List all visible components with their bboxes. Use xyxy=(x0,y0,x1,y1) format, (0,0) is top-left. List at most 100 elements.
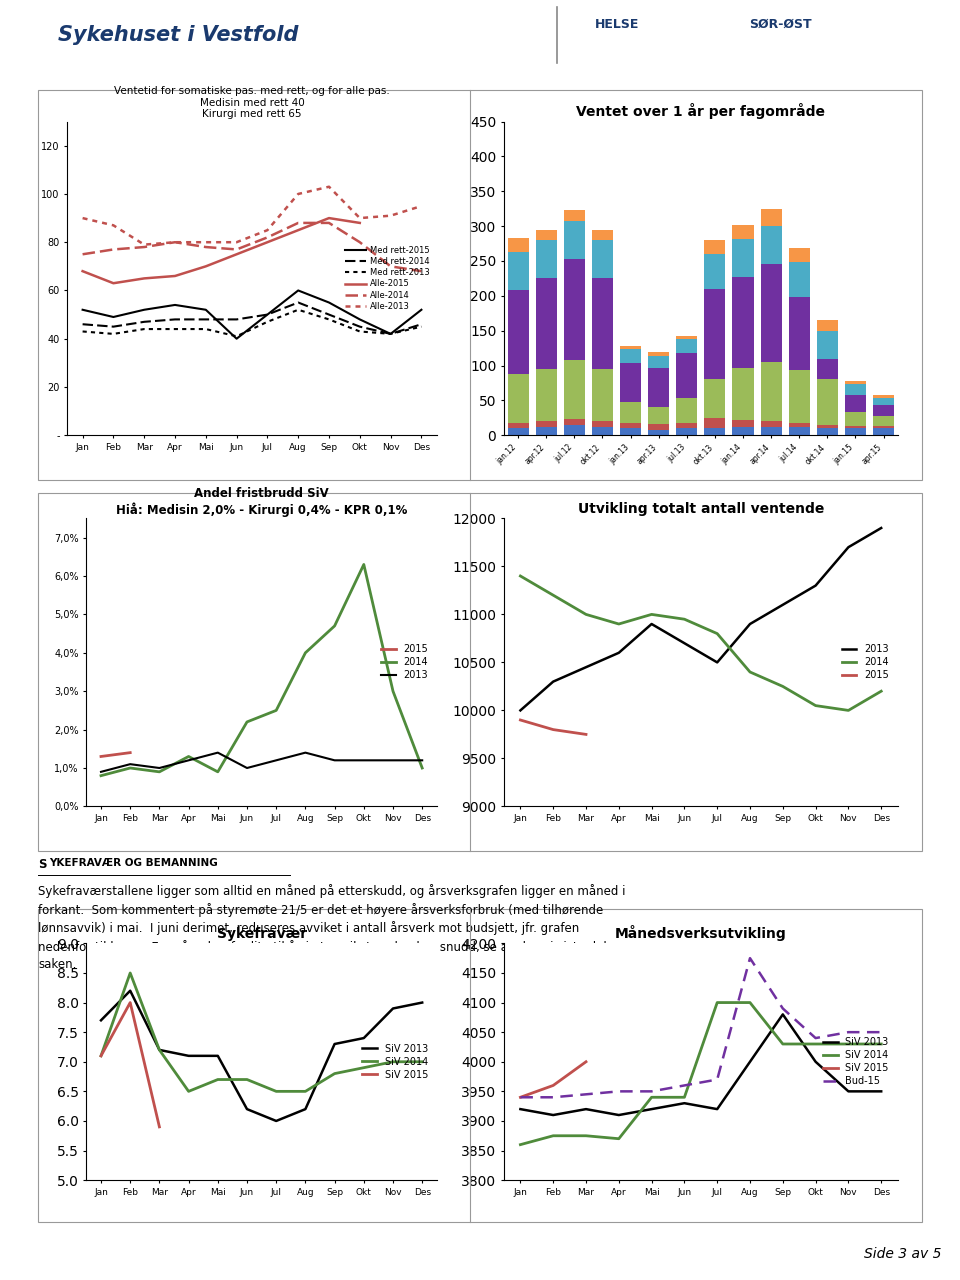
SiV 2013 xyxy=(777,1007,788,1023)
Bar xyxy=(536,369,557,421)
SiV 2013 xyxy=(125,983,136,998)
Text: Sykefraværstallene ligger som alltid en måned på etterskudd, og årsverksgrafen l: Sykefraværstallene ligger som alltid en … xyxy=(38,884,626,970)
Bar xyxy=(789,248,809,262)
Bar xyxy=(648,424,669,430)
Bud-15 xyxy=(711,1071,723,1087)
2014 xyxy=(241,714,252,730)
Line: 2014: 2014 xyxy=(520,576,881,710)
SiV 2013 xyxy=(329,1037,341,1052)
Bar xyxy=(789,426,809,435)
SiV 2013 xyxy=(613,1107,625,1123)
Bar xyxy=(564,425,585,435)
Bar xyxy=(676,339,697,353)
Bar xyxy=(760,362,781,421)
SiV 2013 xyxy=(843,1084,854,1100)
2014 xyxy=(417,760,428,776)
2013 xyxy=(613,645,625,660)
Line: 2013: 2013 xyxy=(520,527,881,710)
Bar xyxy=(845,426,866,429)
Bar xyxy=(536,241,557,278)
Bud-15 xyxy=(646,1084,658,1100)
SiV 2013 xyxy=(95,1012,107,1028)
Bar xyxy=(789,297,809,370)
2013 xyxy=(515,703,526,718)
Line: SiV 2015: SiV 2015 xyxy=(520,1061,586,1097)
SiV 2014 xyxy=(777,1037,788,1052)
Bar xyxy=(620,429,641,435)
SiV 2014 xyxy=(810,1037,822,1052)
2013 xyxy=(154,760,165,776)
Bar xyxy=(648,407,669,424)
Bar xyxy=(732,276,754,367)
Bar xyxy=(817,425,838,429)
Bar xyxy=(789,422,809,426)
Bar xyxy=(873,416,894,426)
Bar xyxy=(732,238,754,276)
Bar xyxy=(508,252,529,291)
Line: 2015: 2015 xyxy=(101,753,131,756)
Bar xyxy=(620,346,641,349)
Bar xyxy=(845,412,866,426)
2015 xyxy=(125,745,136,760)
2013 xyxy=(241,760,252,776)
2013 xyxy=(744,616,756,631)
Bar xyxy=(817,358,838,379)
2013 xyxy=(212,745,224,760)
2014 xyxy=(387,684,398,699)
Bar xyxy=(648,356,669,369)
Bar xyxy=(873,426,894,429)
Legend: SiV 2013, SiV 2014, SiV 2015, Bud-15: SiV 2013, SiV 2014, SiV 2015, Bud-15 xyxy=(819,1033,893,1091)
Bar xyxy=(845,394,866,412)
Bar xyxy=(732,225,754,238)
2014 xyxy=(182,749,194,764)
Bar xyxy=(564,210,585,220)
Bar xyxy=(676,353,697,398)
Bud-15 xyxy=(744,951,756,966)
Text: YKEFRAVÆR OG BEMANNING: YKEFRAVÆR OG BEMANNING xyxy=(49,858,218,868)
SiV 2013 xyxy=(744,1053,756,1069)
2014 xyxy=(547,588,559,603)
Bar xyxy=(508,429,529,435)
Text: SØR-ØST: SØR-ØST xyxy=(749,18,811,31)
Bar xyxy=(592,426,612,435)
2015 xyxy=(515,712,526,727)
SiV 2015 xyxy=(547,1078,559,1093)
Bar xyxy=(845,384,866,394)
SiV 2014 xyxy=(646,1089,658,1105)
Bar xyxy=(705,253,726,289)
SiV 2014 xyxy=(711,995,723,1010)
Bar xyxy=(676,335,697,339)
Bar xyxy=(676,398,697,422)
2014 xyxy=(646,607,658,622)
SiV 2013 xyxy=(417,995,428,1010)
Bar xyxy=(873,394,894,398)
SiV 2014 xyxy=(125,965,136,980)
Title: Sykefravær: Sykefravær xyxy=(217,927,306,941)
SiV 2014 xyxy=(358,1060,370,1075)
SiV 2013 xyxy=(547,1107,559,1123)
Bar xyxy=(536,426,557,435)
2015 xyxy=(547,722,559,737)
Bar xyxy=(592,369,612,421)
Bar xyxy=(508,374,529,422)
SiV 2014 xyxy=(95,1048,107,1064)
2013 xyxy=(387,753,398,768)
Title: Utvikling totalt antall ventende: Utvikling totalt antall ventende xyxy=(578,502,824,516)
Bar xyxy=(592,229,612,241)
Bar xyxy=(705,241,726,253)
SiV 2014 xyxy=(679,1089,690,1105)
Bar xyxy=(873,429,894,435)
Bar xyxy=(648,369,669,407)
Bar xyxy=(705,429,726,435)
Bud-15 xyxy=(679,1078,690,1093)
Bar xyxy=(508,238,529,252)
2013 xyxy=(810,579,822,594)
2014 xyxy=(679,612,690,627)
SiV 2015 xyxy=(125,995,136,1010)
Bar xyxy=(760,426,781,435)
Bar xyxy=(592,241,612,278)
Bar xyxy=(817,429,838,435)
2013 xyxy=(182,753,194,768)
Bar xyxy=(732,367,754,420)
Bar xyxy=(789,370,809,422)
